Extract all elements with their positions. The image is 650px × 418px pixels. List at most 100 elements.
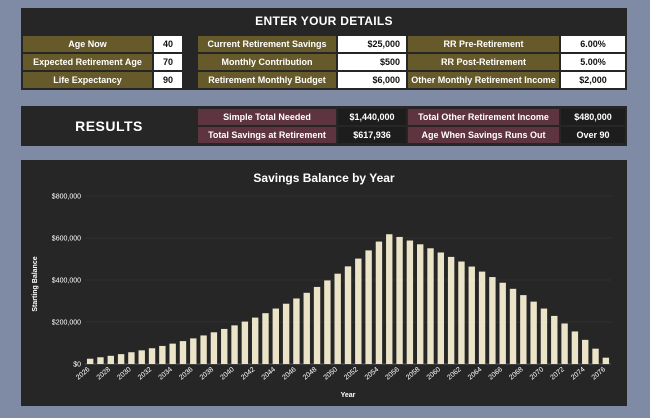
bar-2065 bbox=[489, 277, 496, 364]
bar-2026 bbox=[86, 358, 94, 364]
chart-title: Savings Balance by Year bbox=[253, 171, 395, 185]
results-value-1-1: Over 90 bbox=[561, 127, 625, 143]
bar-2070 bbox=[540, 308, 548, 364]
y-tick-label: $200,000 bbox=[52, 320, 81, 327]
details-value-0-0[interactable]: 40 bbox=[154, 36, 182, 52]
bar-2049 bbox=[324, 280, 331, 364]
bar-2067 bbox=[509, 288, 517, 364]
details-value-1-2[interactable]: 5.00% bbox=[561, 54, 625, 70]
x-tick-label: 2046 bbox=[281, 366, 298, 381]
bar-2034 bbox=[169, 343, 176, 364]
results-value-1-0: $617,936 bbox=[338, 127, 406, 143]
bar-2043 bbox=[262, 313, 269, 364]
y-tick-label: $400,000 bbox=[52, 278, 81, 285]
bar-2027 bbox=[97, 357, 104, 364]
x-tick-label: 2036 bbox=[178, 366, 195, 381]
bar-2038 bbox=[210, 332, 218, 364]
bar-2063 bbox=[468, 266, 475, 364]
bar-2042 bbox=[251, 317, 259, 364]
bar-2069 bbox=[530, 301, 537, 364]
x-tick-label: 2074 bbox=[570, 366, 587, 381]
bar-2045 bbox=[282, 303, 290, 364]
bar-2030 bbox=[128, 352, 135, 364]
bar-2037 bbox=[200, 335, 207, 364]
x-tick-label: 2052 bbox=[343, 366, 360, 381]
x-tick-label: 2040 bbox=[219, 366, 236, 381]
bar-2075 bbox=[592, 348, 599, 364]
bar-2040 bbox=[231, 325, 238, 364]
bar-2059 bbox=[427, 248, 434, 364]
details-panel: ENTER YOUR DETAILS Age Now 40 Current Reti… bbox=[21, 8, 627, 90]
results-label-0-1: Total Other Retirement Income bbox=[408, 109, 559, 125]
bar-2046 bbox=[293, 298, 300, 364]
x-tick-label: 2044 bbox=[261, 366, 278, 381]
results-label-1-1: Age When Savings Runs Out bbox=[408, 127, 559, 143]
bar-2033 bbox=[159, 345, 166, 364]
x-tick-label: 2070 bbox=[529, 366, 546, 381]
results-value-0-1: $480,000 bbox=[561, 109, 625, 125]
x-tick-label: 2072 bbox=[549, 366, 566, 381]
bar-2072 bbox=[561, 323, 568, 364]
details-label-0-1: Current Retirement Savings bbox=[198, 36, 336, 52]
bar-2044 bbox=[272, 308, 279, 364]
x-tick-label: 2056 bbox=[384, 366, 401, 381]
x-tick-label: 2034 bbox=[158, 366, 175, 381]
bar-2050 bbox=[334, 273, 341, 364]
details-label-1-1: Monthly Contribution bbox=[198, 54, 336, 70]
x-tick-label: 2050 bbox=[323, 366, 340, 381]
bar-2035 bbox=[179, 341, 187, 364]
details-value-0-1[interactable]: $25,000 bbox=[338, 36, 406, 52]
x-tick-label: 2054 bbox=[364, 366, 381, 381]
bar-2057 bbox=[406, 240, 414, 364]
x-tick-label: 2058 bbox=[405, 366, 422, 381]
details-value-0-2[interactable]: 6.00% bbox=[561, 36, 625, 52]
details-label-2-0: Life Expectancy bbox=[23, 72, 152, 88]
bar-2071 bbox=[551, 315, 558, 364]
details-label-2-2: Other Monthly Retirement Income bbox=[408, 72, 559, 88]
details-value-1-0[interactable]: 70 bbox=[154, 54, 182, 70]
results-value-0-0: $1,440,000 bbox=[338, 109, 406, 125]
x-tick-label: 2062 bbox=[446, 366, 463, 381]
bar-2074 bbox=[582, 339, 589, 364]
details-label-1-2: RR Post-Retirement bbox=[408, 54, 559, 70]
bar-2073 bbox=[571, 331, 579, 364]
bar-2060 bbox=[437, 252, 445, 364]
bar-2064 bbox=[478, 271, 486, 364]
bar-2028 bbox=[107, 355, 114, 364]
x-axis-label: Year bbox=[341, 392, 356, 399]
bar-2056 bbox=[396, 236, 403, 364]
details-label-1-0: Expected Retirement Age bbox=[23, 54, 152, 70]
x-tick-label: 2030 bbox=[116, 366, 133, 381]
bar-2036 bbox=[190, 338, 197, 364]
bar-2053 bbox=[365, 250, 372, 364]
x-tick-label: 2064 bbox=[467, 366, 484, 381]
bar-2032 bbox=[148, 348, 156, 364]
details-value-1-1[interactable]: $500 bbox=[338, 54, 406, 70]
results-label-0-0: Simple Total Needed bbox=[198, 109, 336, 125]
bar-2048 bbox=[313, 286, 321, 364]
details-title: ENTER YOUR DETAILS bbox=[255, 14, 393, 28]
bar-2029 bbox=[117, 354, 125, 364]
x-tick-label: 2048 bbox=[302, 366, 319, 381]
bar-2039 bbox=[221, 328, 228, 364]
results-panel: RESULTS Simple Total Needed $1,440,000 Tot… bbox=[21, 106, 627, 146]
x-tick-label: 2042 bbox=[240, 366, 257, 381]
results-title: RESULTS bbox=[75, 118, 143, 134]
bar-2066 bbox=[499, 282, 506, 364]
bar-2058 bbox=[417, 244, 424, 364]
details-label-2-1: Retirement Monthly Budget bbox=[198, 72, 336, 88]
bar-2052 bbox=[355, 258, 362, 364]
y-axis-label: Starting Balance bbox=[32, 256, 39, 311]
y-tick-label: $800,000 bbox=[52, 194, 81, 201]
bar-2047 bbox=[303, 292, 310, 364]
details-label-0-2: RR Pre-Retirement bbox=[408, 36, 559, 52]
x-tick-label: 2076 bbox=[591, 366, 608, 381]
details-value-2-1[interactable]: $6,000 bbox=[338, 72, 406, 88]
details-value-2-0[interactable]: 90 bbox=[154, 72, 182, 88]
x-tick-label: 2060 bbox=[426, 366, 443, 381]
bar-2076 bbox=[602, 357, 610, 364]
x-tick-label: 2068 bbox=[508, 366, 525, 381]
details-value-2-2[interactable]: $2,000 bbox=[561, 72, 625, 88]
x-tick-label: 2028 bbox=[96, 366, 113, 381]
bar-2054 bbox=[375, 241, 383, 364]
